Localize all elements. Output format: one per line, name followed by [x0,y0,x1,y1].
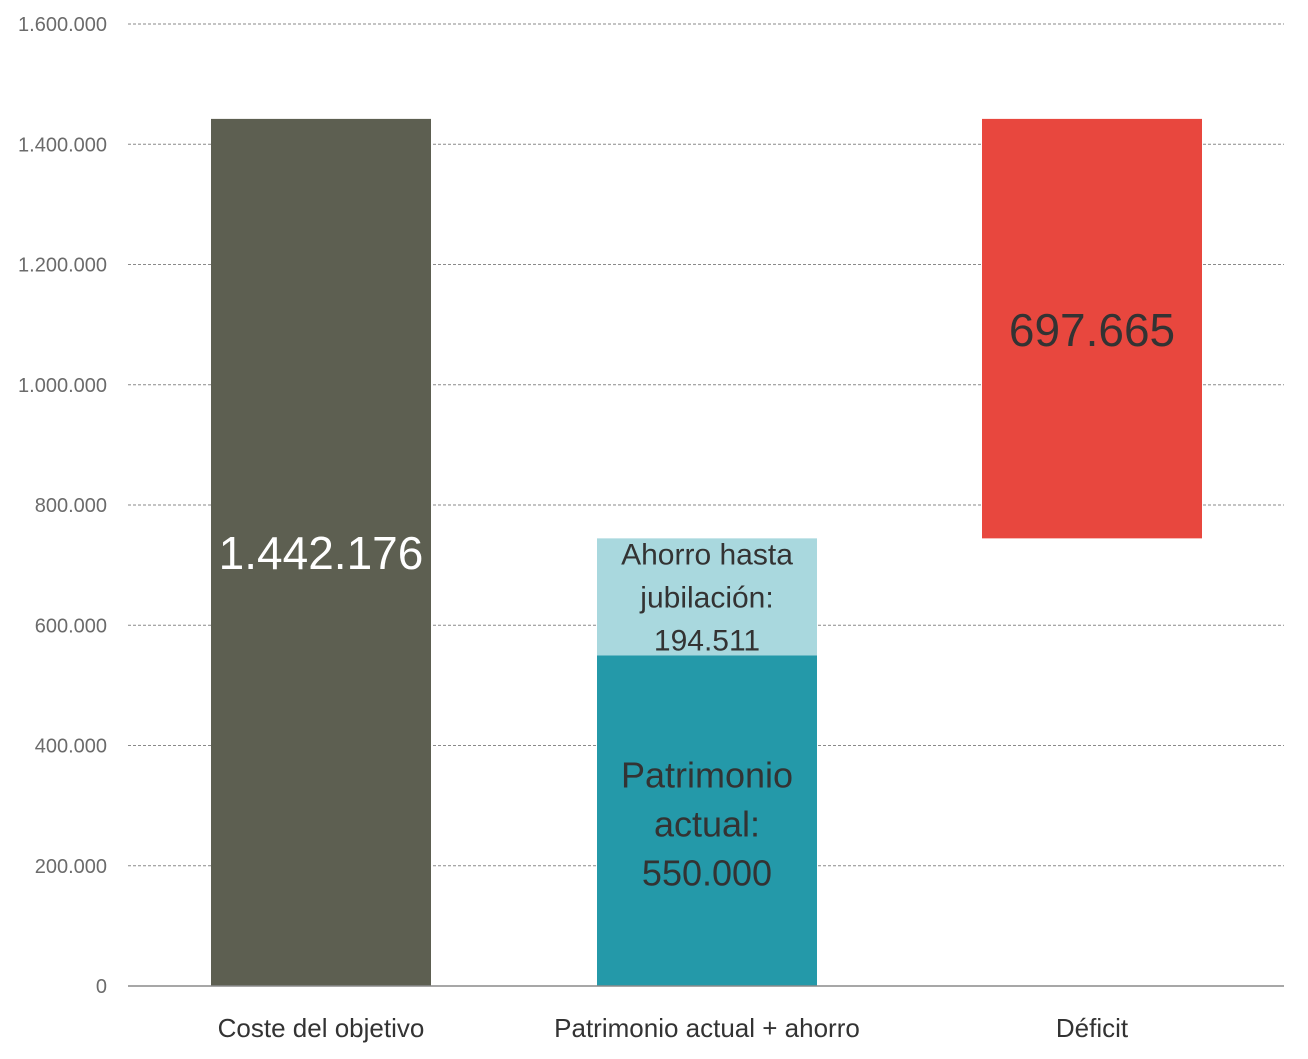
y-tick-label: 1.600.000 [18,14,107,36]
bar-labels: 1.442.176 Patrimonio actual: 550.000 Ahorro … [219,304,1175,894]
y-tick-label: 1.200.000 [18,255,107,277]
bar-segment [597,538,817,656]
bars [211,118,1202,987]
bar-segment [982,118,1202,539]
x-category-label: Coste del objetivo [218,1013,425,1043]
bar-data-label: 1.442.176 [219,527,424,579]
y-tick-label: 400.000 [35,736,107,758]
y-tick-label: 1.400.000 [18,134,107,156]
y-tick-label: 0 [96,976,107,998]
x-category-label: Déficit [1056,1013,1129,1043]
y-tick-label: 600.000 [35,615,107,637]
bar-segment [211,118,431,987]
bar-data-label: actual: [654,804,760,845]
y-tick-label: 1.000.000 [18,375,107,397]
bar-data-label: 697.665 [1009,304,1175,356]
bar-data-label: 194.511 [654,625,760,658]
x-category-label: Patrimonio actual + ahorro [554,1013,860,1043]
bar-segment [597,655,817,986]
y-tick-label: 200.000 [35,856,107,878]
axes: 0 200.000 400.000 600.000 800.000 1.000.000 1.… [18,14,1284,1043]
bar-data-label: jubilación: [639,582,773,615]
bar-data-label: Patrimonio [621,755,793,796]
y-tick-label: 800.000 [35,495,107,517]
bar-data-label: Ahorro hasta [621,539,793,572]
bar-data-label: 550.000 [642,853,772,894]
